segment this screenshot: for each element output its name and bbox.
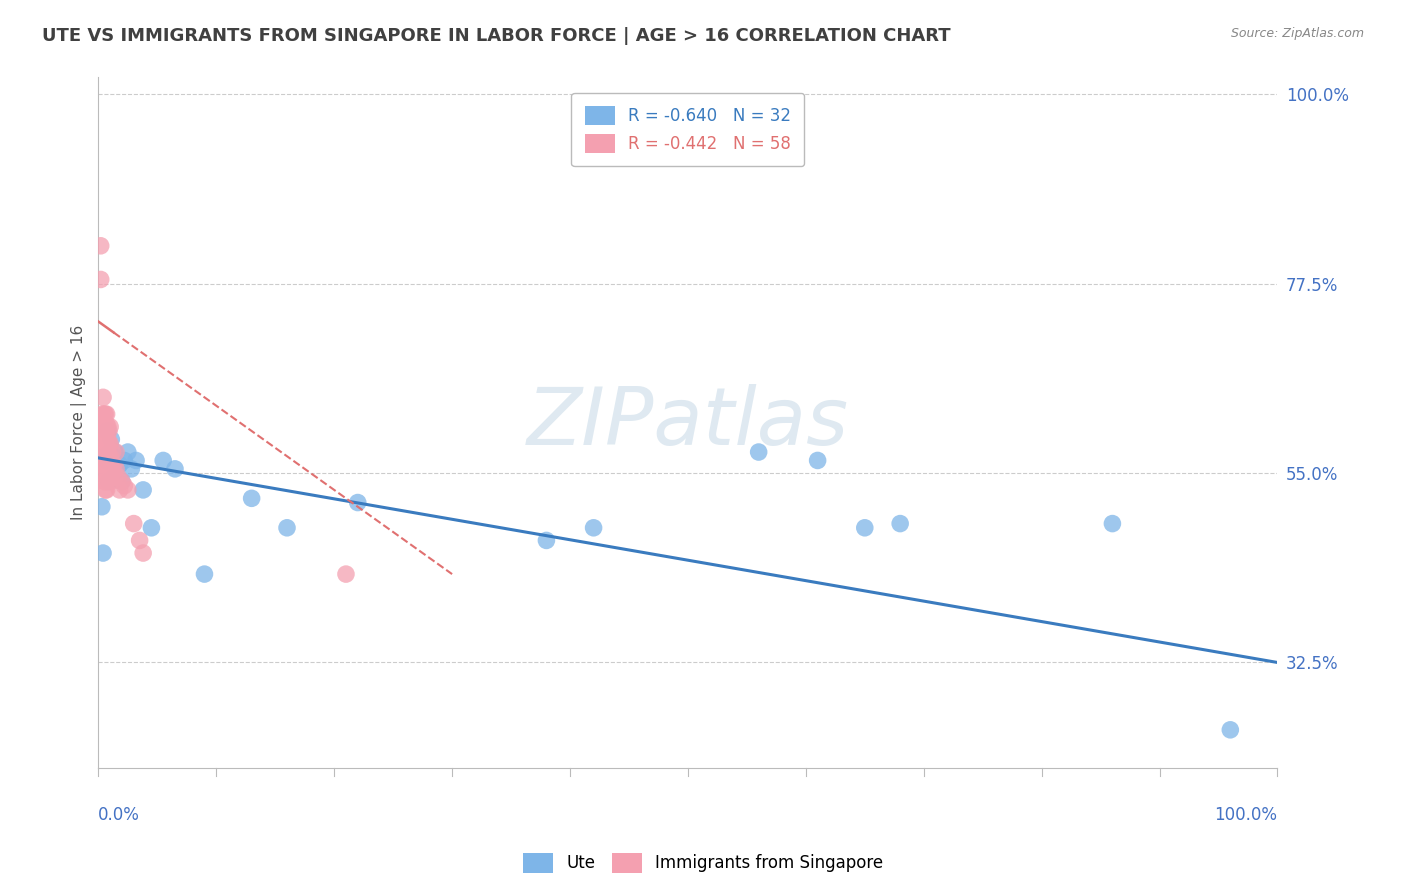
Point <box>132 546 155 560</box>
Point <box>97 470 120 484</box>
Point <box>103 470 125 484</box>
Point <box>128 533 150 548</box>
Point <box>107 470 129 484</box>
Point <box>104 470 127 484</box>
Point <box>346 495 368 509</box>
Point <box>889 516 911 531</box>
Point <box>90 458 112 472</box>
Point <box>94 483 117 497</box>
Point <box>97 458 120 472</box>
Point <box>117 483 139 497</box>
Legend: Ute, Immigrants from Singapore: Ute, Immigrants from Singapore <box>516 847 890 880</box>
Legend: R = -0.640   N = 32, R = -0.442   N = 58: R = -0.640 N = 32, R = -0.442 N = 58 <box>571 93 804 166</box>
Y-axis label: In Labor Force | Age > 16: In Labor Force | Age > 16 <box>72 325 87 520</box>
Point <box>100 462 122 476</box>
Point <box>112 479 135 493</box>
Point <box>96 428 118 442</box>
Point <box>97 424 120 438</box>
Point <box>97 449 120 463</box>
Point <box>90 428 112 442</box>
Point <box>97 462 120 476</box>
Point <box>93 458 115 472</box>
Point <box>105 462 128 476</box>
Point <box>101 445 124 459</box>
Point <box>97 419 120 434</box>
Point <box>108 458 131 472</box>
Point <box>93 441 115 455</box>
Point <box>98 419 121 434</box>
Point <box>96 475 118 489</box>
Point <box>91 419 114 434</box>
Point <box>117 445 139 459</box>
Point <box>94 449 117 463</box>
Text: 0.0%: 0.0% <box>98 805 141 823</box>
Point <box>94 407 117 421</box>
Point <box>97 424 120 438</box>
Point <box>100 475 122 489</box>
Point <box>96 483 118 497</box>
Point <box>240 491 263 506</box>
Point <box>98 449 121 463</box>
Point <box>91 390 114 404</box>
Point <box>96 453 118 467</box>
Point <box>97 445 120 459</box>
Point <box>94 419 117 434</box>
Text: Source: ZipAtlas.com: Source: ZipAtlas.com <box>1230 27 1364 40</box>
Point <box>111 475 134 489</box>
Point <box>93 407 115 421</box>
Point <box>93 424 115 438</box>
Point <box>101 462 124 476</box>
Point <box>97 475 120 489</box>
Point <box>111 475 134 489</box>
Point <box>104 445 127 459</box>
Point <box>96 462 118 476</box>
Point <box>108 483 131 497</box>
Point <box>120 462 142 476</box>
Point <box>122 516 145 531</box>
Point <box>93 475 115 489</box>
Point <box>125 453 148 467</box>
Point <box>807 453 830 467</box>
Point <box>163 462 186 476</box>
Point <box>94 475 117 489</box>
Point <box>97 436 120 450</box>
Text: UTE VS IMMIGRANTS FROM SINGAPORE IN LABOR FORCE | AGE > 16 CORRELATION CHART: UTE VS IMMIGRANTS FROM SINGAPORE IN LABO… <box>42 27 950 45</box>
Point <box>90 239 112 253</box>
Point <box>141 521 163 535</box>
Point <box>91 466 114 480</box>
Point <box>103 458 125 472</box>
Point <box>96 407 118 421</box>
Point <box>335 567 357 582</box>
Point <box>96 453 118 467</box>
Text: ZIPatlas: ZIPatlas <box>527 384 849 461</box>
Point <box>96 441 118 455</box>
Point <box>748 445 770 459</box>
Point <box>276 521 298 535</box>
Point <box>100 433 122 447</box>
Point <box>582 521 605 535</box>
Point <box>536 533 558 548</box>
Point <box>90 500 112 514</box>
Point <box>1219 723 1241 737</box>
Point <box>132 483 155 497</box>
Point <box>94 433 117 447</box>
Point <box>91 441 114 455</box>
Point <box>98 445 121 459</box>
Point <box>91 546 114 560</box>
Point <box>105 445 128 459</box>
Text: 100.0%: 100.0% <box>1215 805 1278 823</box>
Point <box>97 433 120 447</box>
Point <box>96 417 118 432</box>
Point <box>94 462 117 476</box>
Point <box>1101 516 1123 531</box>
Point <box>90 407 112 421</box>
Point <box>193 567 215 582</box>
Point <box>90 272 112 286</box>
Point <box>152 453 174 467</box>
Point <box>853 521 876 535</box>
Point <box>112 453 135 467</box>
Point <box>94 449 117 463</box>
Point <box>98 436 121 450</box>
